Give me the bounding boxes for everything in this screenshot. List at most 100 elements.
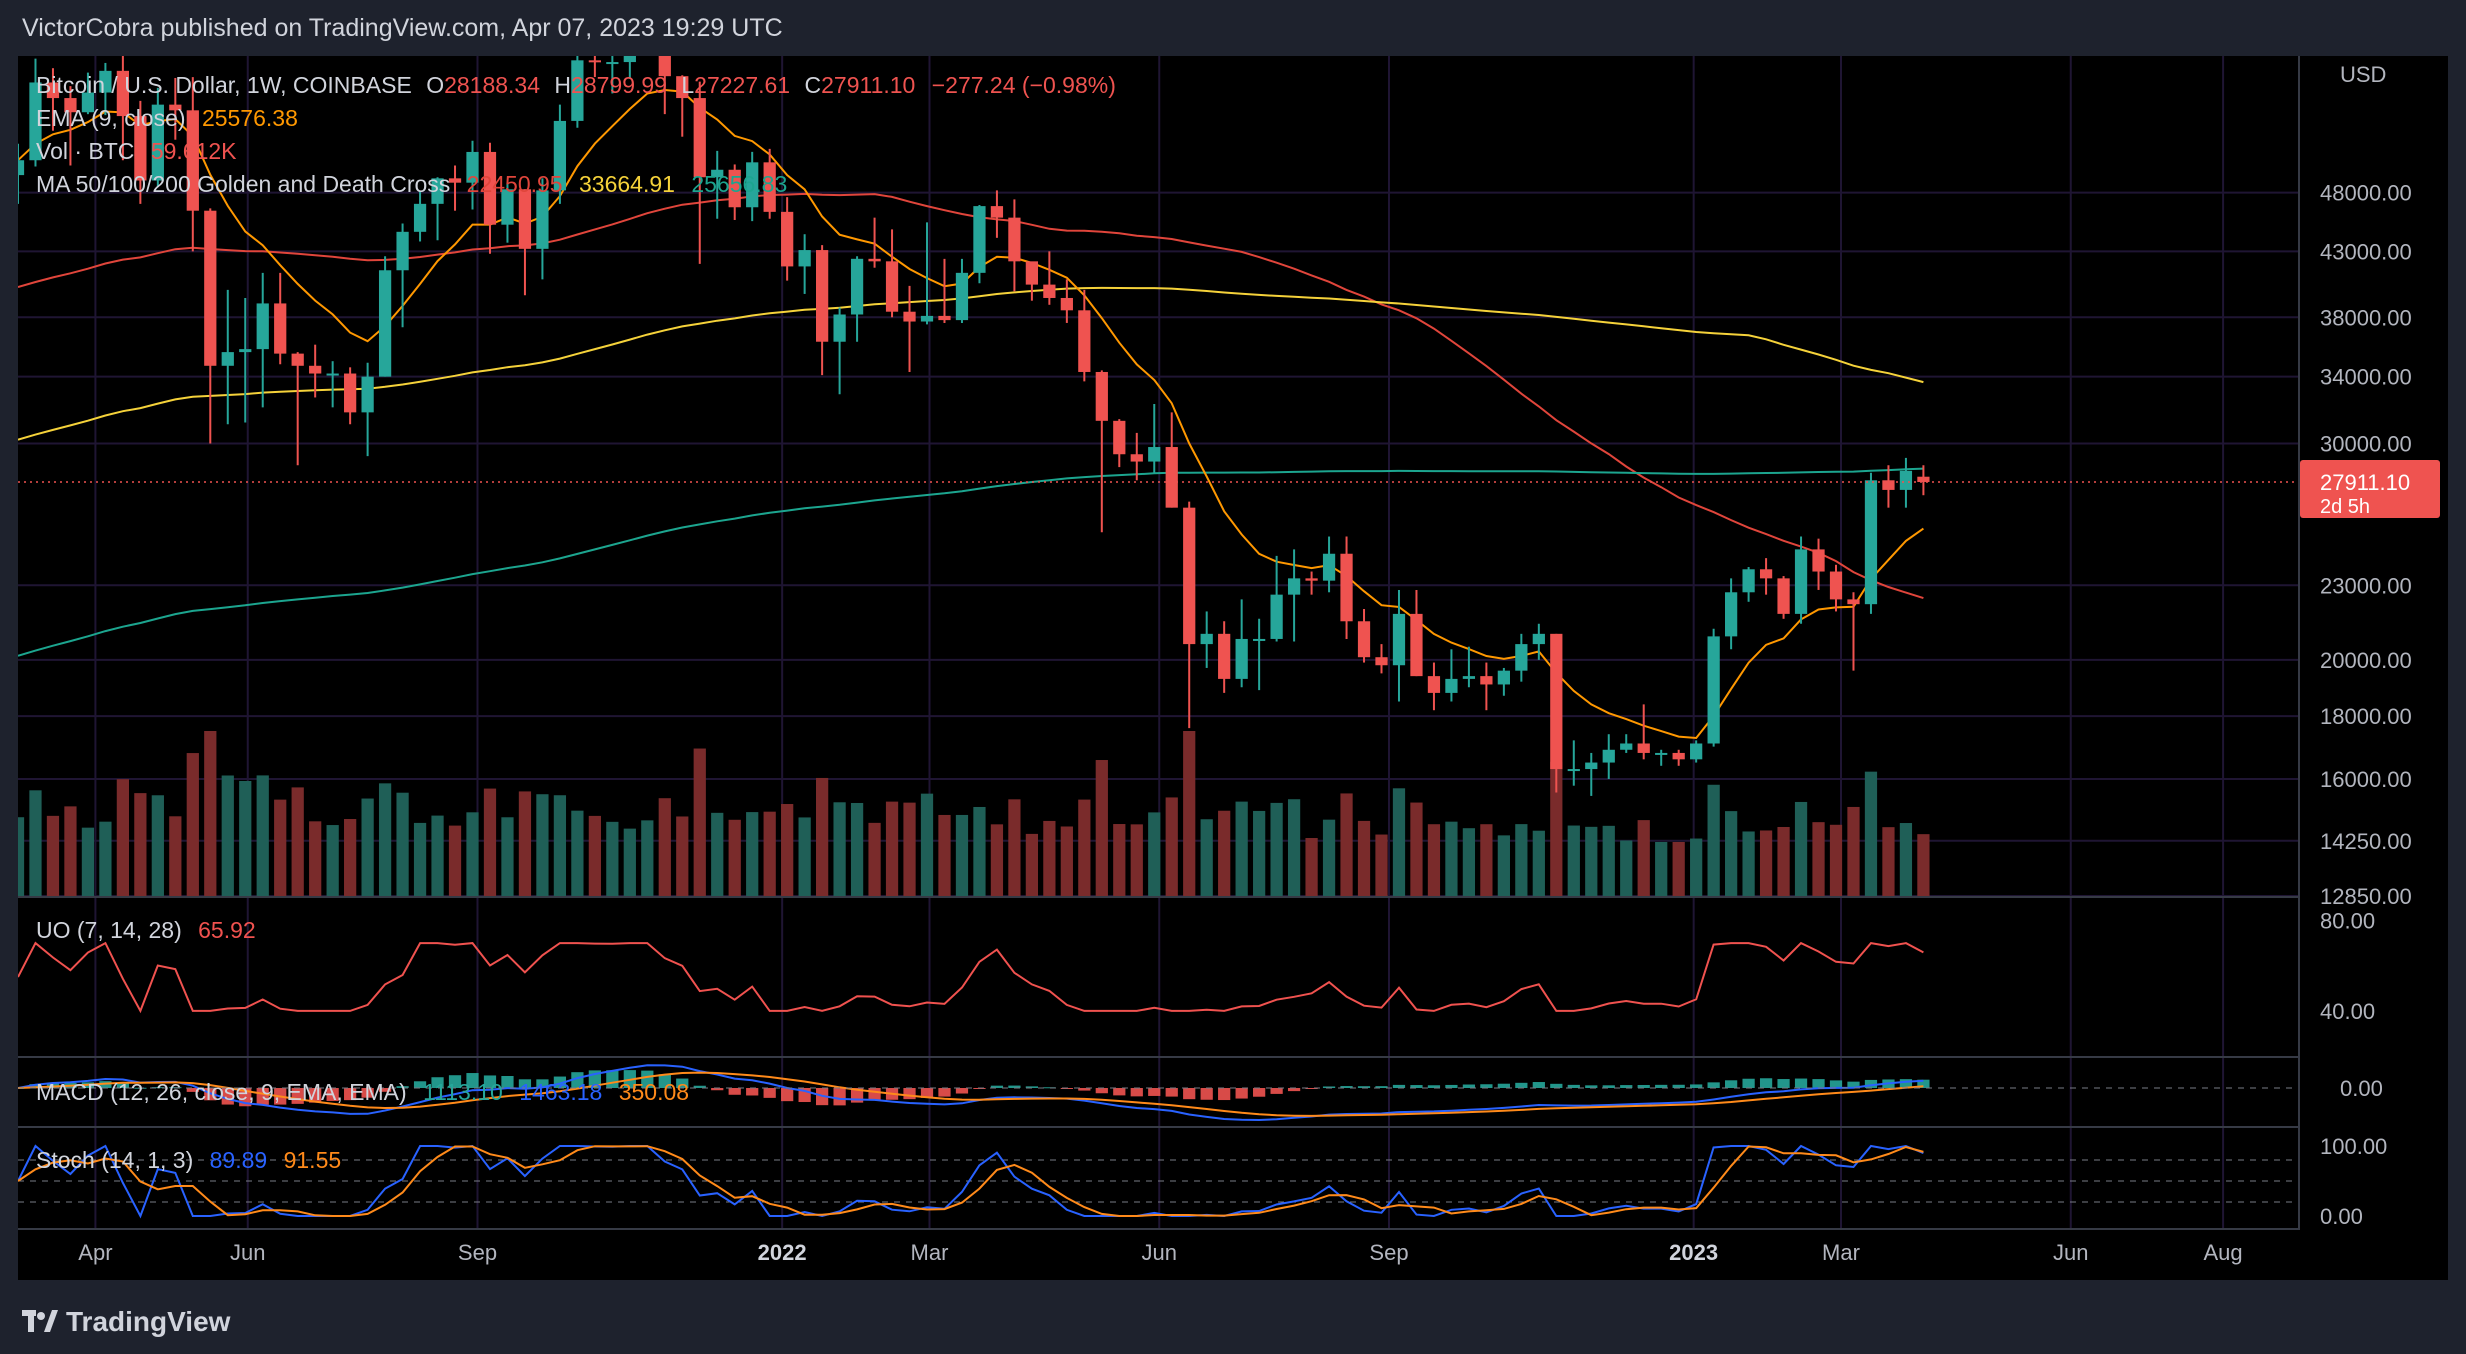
candle-107 [1882,465,1895,508]
price-tick-10: 12850.00 [2320,884,2412,909]
volume-bar-69 [1218,810,1231,896]
candle-body-61 [1078,310,1091,372]
time-label-7: 2023 [1669,1240,1718,1265]
macd-hist-bar-25 [448,1075,462,1088]
volume-bar-8 [151,795,164,896]
volume-bar-100 [1759,830,1773,896]
time-axis-bg [18,1230,2448,1280]
macd-hist-bar-37 [658,1074,671,1088]
price-chart[interactable]: USD 48000.00 43000.00 38000.00 34000.00 30000… [18,56,2448,1280]
stoch-legend-d: 91.55 [284,1147,342,1173]
candle-body-109 [1917,476,1930,482]
moving-average-lines [18,88,1924,740]
volume-bar-88 [1550,761,1563,896]
candle-50 [885,229,899,318]
candle-body-55 [973,206,986,273]
publish-caption: VictorCobra published on TradingView.com… [22,14,783,42]
volume-bar-12 [221,775,234,896]
candle-80 [1410,589,1423,677]
volume-bar-85 [1497,835,1510,896]
candle-6 [116,56,130,161]
macd-hist-bar-88 [1550,1083,1563,1088]
macd-hist-bar-41 [728,1088,741,1095]
macd-hist-bar-105 [1847,1081,1860,1088]
candle-body-39 [693,98,706,178]
candle-body-2 [46,82,60,99]
candle-body-54 [955,272,969,321]
volume-bar-89 [1567,825,1580,896]
candle-body-47 [833,314,846,342]
volume-bar-31 [553,795,567,896]
candle-body-63 [1113,420,1126,455]
macd-hist-bar-27 [483,1075,497,1088]
volume-bar-22 [396,792,409,896]
candle-28 [501,182,514,243]
volume-bar-58 [1025,833,1039,896]
volume-bar-83 [1462,828,1476,896]
volume-bar-97 [1707,784,1720,896]
volume-bar-98 [1725,811,1738,896]
candle-body-3 [64,98,77,113]
legend-close: 27911.10 [821,72,915,98]
candle-42 [746,151,759,222]
candle-84 [1480,662,1493,711]
candle-75 [1322,536,1336,593]
macd-hist-bar-106 [1864,1079,1878,1088]
volume-bar-45 [798,817,811,896]
candle-body-79 [1392,613,1406,666]
volume-bar-14 [256,775,269,896]
candle-body-29 [518,189,532,249]
candle-101 [1777,576,1790,619]
price-tick-4: 30000.00 [2320,431,2412,456]
candle-body-43 [763,162,776,212]
candlesticks[interactable] [18,56,1930,796]
candle-body-107 [1882,480,1895,490]
candle-26 [466,140,479,210]
candle-body-95 [1672,752,1685,760]
candle-24 [431,177,444,241]
price-tick-8: 16000.00 [2320,767,2412,792]
volume-bar-34 [606,821,619,896]
pane-dividers[interactable] [18,56,2448,1280]
candle-1 [29,58,42,167]
volume-bar-41 [728,819,741,896]
uo-tick-1: 40.00 [2320,999,2375,1024]
macd-hist-bar-24 [431,1077,444,1088]
candle-10 [186,77,199,252]
candle-89 [1567,740,1580,786]
volume-bar-30 [536,794,549,896]
legend-ema-label: EMA (9, close) [36,105,186,131]
volume-bar-5 [99,821,112,896]
candle-106 [1864,472,1878,614]
price-axis[interactable]: USD 48000.00 43000.00 38000.00 34000.00 30000… [2300,56,2448,1280]
macd-legend: MACD (12, 26, close, 9, EMA, EMA) 1113.1… [36,1079,689,1105]
volume-bar-0 [18,817,25,896]
volume-bar-37 [658,798,671,896]
price-tick-9: 14250.00 [2320,829,2412,854]
volume-bar-50 [885,801,899,896]
time-label-5: Jun [1142,1240,1177,1265]
volume-bar-76 [1340,793,1353,896]
candle-body-42 [746,162,759,208]
candle-81 [1427,662,1441,711]
candle-body-72 [1270,594,1283,639]
tradingview-logo-icon[interactable] [22,1310,58,1332]
candle-11 [204,208,217,444]
macd-hist-bar-58 [1025,1086,1039,1088]
macd-hist-bar-95 [1672,1084,1685,1088]
volume-bar-40 [711,812,724,896]
macd-hist-bar-20 [361,1088,374,1098]
brand-name[interactable]: TradingView [66,1306,231,1337]
time-axis[interactable]: Apr Jun Sep 2022 Mar Jun Sep 2023 Mar Jun Aug [18,1230,2448,1280]
candle-51 [903,285,916,372]
volume-bar-72 [1270,802,1283,896]
candle-56 [990,190,1004,238]
macd-hist-bar-49 [868,1088,881,1101]
volume-bar-15 [274,799,287,896]
macd-hist-bar-93 [1637,1084,1650,1088]
candle-body-34 [606,62,619,65]
macd-hist-bar-30 [536,1079,549,1088]
candle-body-53 [938,315,951,321]
macd-hist-bar-64 [1130,1088,1143,1097]
candle-57 [1008,199,1021,292]
